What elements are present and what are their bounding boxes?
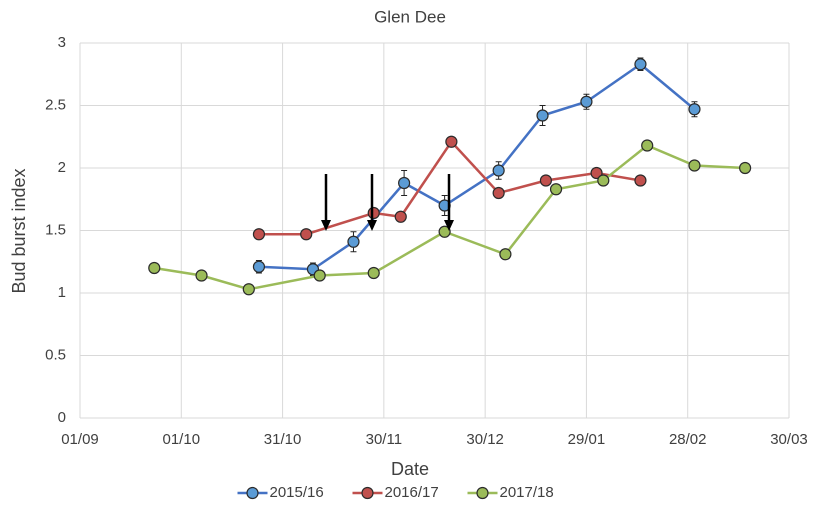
point [634,174,647,187]
point [492,186,505,200]
point [499,248,512,261]
arrow-head [367,220,377,231]
y-tick-label: 3 [58,34,66,51]
point [394,210,407,223]
point [300,228,313,241]
point [313,269,326,282]
legend-label: 2015/16 [270,484,324,501]
point [580,95,593,108]
x-tick-label: 31/10 [264,431,302,448]
point [739,161,752,175]
y-tick-label: 1 [58,284,66,301]
chart-title: Glen Dee [374,7,446,26]
point [367,266,380,280]
point [252,260,266,273]
point [445,135,458,148]
x-tick-label: 30/11 [366,431,402,448]
series-line [258,62,696,271]
point [688,103,701,116]
legend-label: 2016/17 [385,484,439,501]
x-axis-title: Date [391,459,429,479]
annotation-arrows [321,174,454,231]
point [242,283,255,296]
legend-label: 2017/18 [500,484,554,501]
point [688,159,701,172]
y-tick-label: 0 [58,409,66,426]
y-tick-label: 2.5 [45,96,66,113]
point [367,206,380,220]
point [438,225,451,238]
x-tick-label: 01/10 [163,431,201,448]
point [252,228,266,241]
y-axis-title: Bud burst index [9,168,29,293]
x-tick-label: 30/12 [466,431,504,448]
arrow-head [321,220,331,231]
legend-marker [361,486,374,500]
point [590,166,603,180]
point [195,269,208,282]
point [536,109,549,122]
plot-area [79,42,790,419]
point [549,183,563,196]
x-tick-label: 28/02 [669,431,707,448]
x-tick-label: 29/01 [568,431,606,448]
point [398,176,411,190]
series-line [154,144,746,291]
point [539,174,553,187]
y-tick-label: 2 [58,159,66,176]
legend-marker [476,486,489,500]
point [347,235,360,248]
legend-marker [246,486,259,500]
point [634,58,647,71]
point [148,261,161,275]
x-tick-label: 30/03 [770,431,808,448]
y-tick-label: 1.5 [45,221,66,238]
x-tick-label: 01/09 [61,431,99,448]
arrow-head [444,220,454,231]
point [492,164,505,177]
point [597,174,610,187]
y-tick-label: 0.5 [45,346,66,363]
point [641,139,654,152]
